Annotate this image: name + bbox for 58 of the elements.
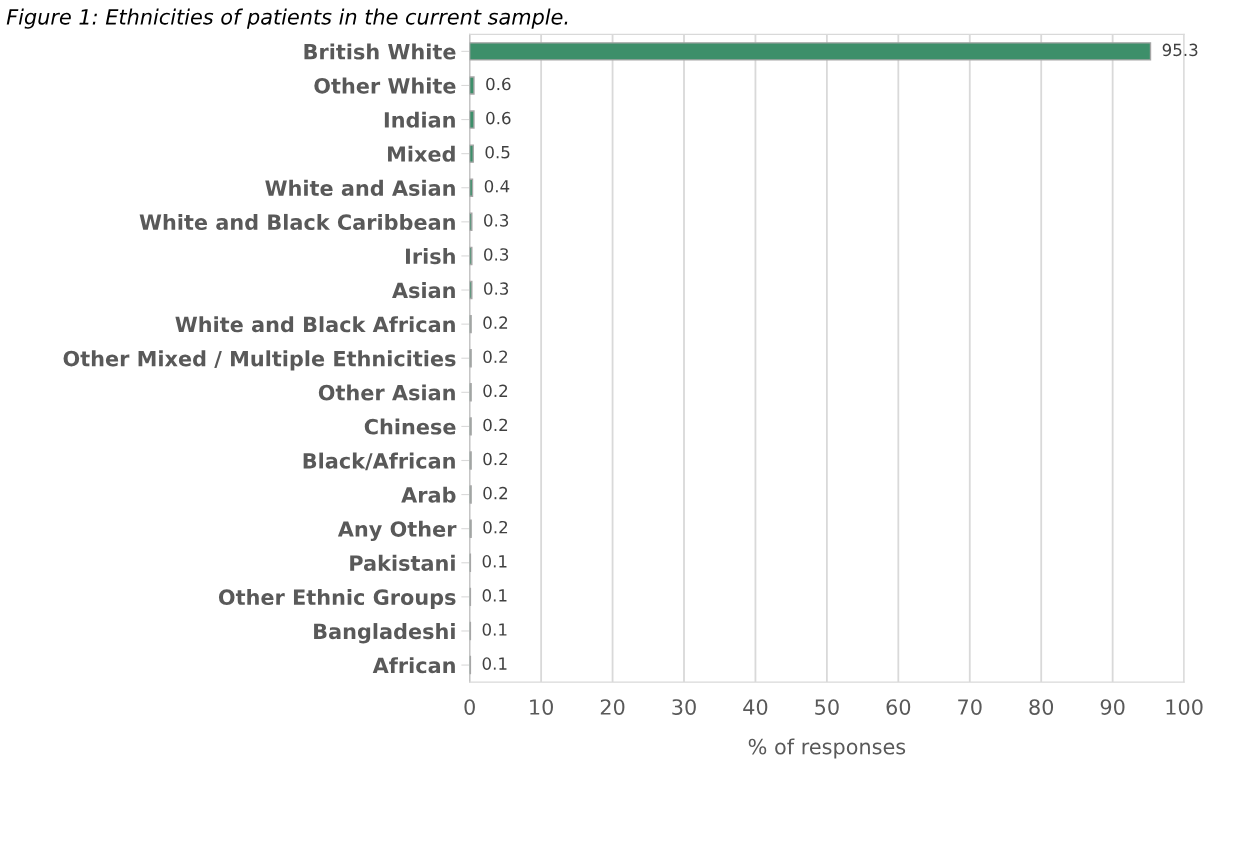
x-tick-label: 30 — [672, 699, 696, 715]
data-label: 0.5 — [485, 145, 510, 159]
y-tick-label: Black/African — [303, 452, 455, 471]
data-label: 0.1 — [482, 657, 507, 670]
x-axis-title: % of responses — [748, 738, 906, 759]
data-label: 0.2 — [483, 316, 508, 329]
x-tick-label: 0 — [464, 699, 475, 715]
data-label: 0.4 — [484, 179, 510, 193]
y-tick-label: Mixed — [388, 145, 455, 162]
y-tick-label: Indian — [384, 111, 455, 128]
data-label: 0.1 — [482, 555, 507, 568]
data-label: 0.2 — [483, 418, 508, 432]
y-tick-label: British White — [304, 43, 456, 60]
y-tick-label: Other Mixed / Multiple Ethnicities — [63, 350, 456, 371]
data-label: 0.2 — [483, 520, 508, 534]
bar — [469, 212, 473, 232]
x-tick-label: 100 — [1166, 699, 1203, 715]
x-tick-label: 20 — [600, 699, 625, 715]
data-label: 95.3 — [1162, 43, 1198, 57]
data-label: 0.2 — [483, 452, 508, 466]
y-tick-label: Other Asian — [318, 384, 455, 401]
bar — [469, 110, 475, 129]
data-label: 0.2 — [483, 384, 508, 398]
data-label: 0.1 — [482, 623, 507, 636]
data-label: 0.3 — [484, 248, 509, 261]
data-label: 0.3 — [484, 282, 509, 295]
y-tick-label: Other White — [314, 77, 456, 94]
data-label: 0.6 — [486, 111, 511, 125]
y-tick-label: Other Ethnic Groups — [218, 588, 456, 610]
text: Figure 1: Ethnicities of patients in the current sample. — [6, 8, 568, 29]
data-label: 0.6 — [486, 77, 511, 91]
y-tick-label: Irish — [406, 248, 455, 265]
y-tick-label: Any Other — [337, 520, 457, 542]
y-tick-label: Bangladeshi — [314, 623, 455, 644]
y-tick-label: White and Black African — [175, 316, 455, 333]
bar — [469, 42, 1152, 61]
x-tick-label: 10 — [530, 699, 553, 715]
y-tick-label: Arab — [401, 486, 456, 503]
data-label: 0.1 — [482, 589, 507, 602]
data-label: 0.3 — [484, 214, 509, 227]
y-tick-label: Pakistani — [350, 554, 455, 571]
bar — [469, 280, 473, 300]
x-tick-label: 50 — [815, 699, 839, 715]
y-tick-label: African — [372, 657, 455, 674]
x-tick-label: 90 — [1100, 699, 1125, 715]
bar — [469, 246, 473, 266]
y-tick-label: White and Asian — [265, 179, 455, 196]
data-label: 0.2 — [483, 350, 508, 364]
data-label: 0.2 — [483, 486, 508, 500]
y-tick-label: White and Black Caribbean — [139, 213, 455, 231]
x-tick-label: 70 — [958, 699, 982, 715]
y-tick-label: Chinese — [364, 418, 456, 435]
x-tick-label: 80 — [1029, 699, 1054, 715]
bar — [469, 76, 475, 95]
y-tick-label: Asian — [392, 282, 455, 299]
bar — [469, 144, 474, 163]
x-tick-label: 40 — [743, 699, 768, 715]
x-tick-label: 60 — [886, 699, 911, 715]
